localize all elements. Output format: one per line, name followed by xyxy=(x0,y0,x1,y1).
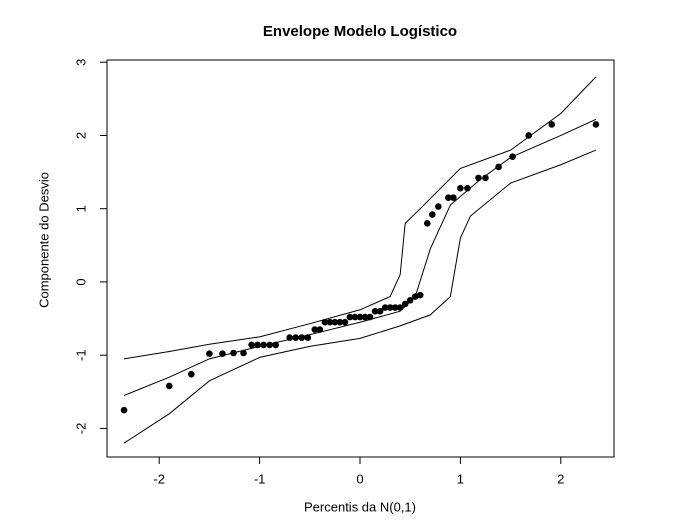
plot-frame xyxy=(106,59,615,458)
envelope-line xyxy=(123,149,597,444)
data-point xyxy=(248,341,255,349)
data-point xyxy=(361,313,369,321)
y-tick-label: -2 xyxy=(73,423,88,435)
data-point xyxy=(423,220,431,227)
data-point xyxy=(435,203,442,210)
data-point xyxy=(120,406,128,414)
data-point xyxy=(336,318,344,326)
data-point xyxy=(326,318,334,326)
data-point xyxy=(254,341,261,349)
data-point xyxy=(475,174,482,182)
x-tick-label: -2 xyxy=(153,471,165,486)
data-point xyxy=(457,184,464,192)
x-tick-label: 1 xyxy=(457,471,464,486)
data-point xyxy=(286,334,294,341)
data-point xyxy=(331,318,339,326)
data-point xyxy=(381,304,389,311)
data-point xyxy=(371,307,379,315)
data-point xyxy=(495,163,502,171)
envelope-line xyxy=(123,118,597,396)
y-tick-label: 3 xyxy=(73,59,88,66)
data-point xyxy=(416,291,424,299)
data-point xyxy=(316,326,324,333)
data-point xyxy=(548,121,556,128)
y-tick-label: -1 xyxy=(73,349,88,361)
data-point xyxy=(311,326,319,333)
data-point xyxy=(304,334,312,341)
data-point xyxy=(272,341,279,349)
data-point xyxy=(321,318,329,326)
data-point xyxy=(445,194,452,202)
data-point xyxy=(525,132,532,139)
data-point xyxy=(376,307,384,315)
chart-title: Envelope Modelo Logístico xyxy=(263,23,457,40)
data-point xyxy=(292,334,300,341)
data-point xyxy=(230,349,237,357)
data-point xyxy=(396,304,404,311)
data-point xyxy=(165,382,173,390)
data-point xyxy=(260,341,267,349)
data-point xyxy=(411,293,419,300)
y-tick-label: 1 xyxy=(73,205,88,212)
data-point xyxy=(298,334,306,341)
data-point xyxy=(428,211,436,218)
data-point xyxy=(266,341,273,349)
data-point xyxy=(464,184,471,192)
data-point xyxy=(341,318,349,326)
x-tick-label: -1 xyxy=(254,471,266,486)
data-point xyxy=(450,194,457,202)
data-point xyxy=(406,296,414,304)
x-tick-label: 0 xyxy=(356,471,363,486)
data-point xyxy=(509,153,516,160)
x-axis-label: Percentis da N(0,1) xyxy=(304,499,416,514)
data-point xyxy=(366,313,374,321)
data-point xyxy=(482,174,489,182)
envelope-line xyxy=(123,76,597,360)
data-point xyxy=(386,304,394,311)
data-point xyxy=(351,313,359,321)
data-point xyxy=(592,121,600,128)
x-tick-label: 2 xyxy=(557,471,564,486)
data-point xyxy=(391,304,399,311)
data-point xyxy=(346,313,354,321)
data-point xyxy=(219,350,226,358)
data-point xyxy=(240,349,247,357)
y-axis-label: Componente do Desvio xyxy=(36,172,51,308)
y-tick-label: 2 xyxy=(73,132,88,139)
data-point xyxy=(206,350,213,358)
data-point xyxy=(356,313,364,321)
data-point xyxy=(401,300,409,308)
data-point xyxy=(188,370,195,378)
y-tick-label: 0 xyxy=(73,278,88,285)
